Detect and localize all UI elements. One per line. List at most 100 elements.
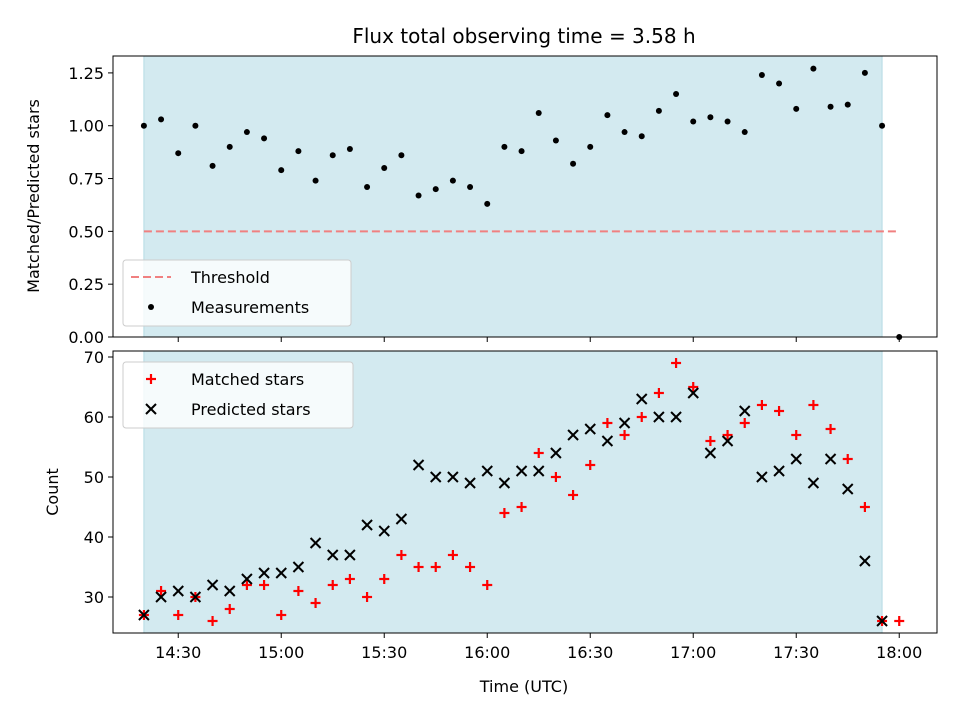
- y-axis-label-top: Matched/Predicted stars: [24, 99, 43, 293]
- predicted-star-point: [447, 471, 459, 483]
- x-tick-label: 16:30: [567, 643, 613, 662]
- matched-star-point: [156, 586, 167, 596]
- predicted-star-point: [327, 549, 339, 561]
- legend-predicted-swatch: [145, 403, 157, 415]
- matched-star-point: [499, 508, 510, 518]
- matched-star-point: [310, 598, 321, 608]
- matched-star-point: [207, 616, 218, 626]
- predicted-star-point: [138, 609, 150, 621]
- measurement-point: [175, 150, 182, 157]
- measurement-point: [449, 177, 456, 184]
- y-tick-label: 1.25: [68, 64, 104, 83]
- measurement-point: [776, 80, 783, 87]
- chart-title: Flux total observing time = 3.58 h: [352, 24, 695, 48]
- matched-star-point: [224, 604, 235, 614]
- x-tick-label: 17:30: [773, 643, 819, 662]
- matched-star-point: [705, 436, 716, 446]
- matched-star-point: [859, 502, 870, 512]
- axes-frame: [112, 55, 938, 338]
- measurement-point: [295, 148, 302, 155]
- measurement-point: [741, 129, 748, 136]
- predicted-star-point: [550, 447, 562, 459]
- measurement-point: [879, 122, 886, 129]
- legend-box: [122, 361, 354, 429]
- matched-star-point: [739, 418, 750, 428]
- predicted-star-point: [739, 405, 751, 417]
- measurement-point: [209, 162, 216, 169]
- predicted-star-point: [412, 459, 425, 471]
- measurement-point: [415, 192, 422, 199]
- measurement-point: [432, 186, 439, 193]
- y-tick-label: 0.75: [68, 170, 104, 189]
- legend-threshold-label: Threshold: [190, 268, 270, 287]
- y-tick-label: 70: [84, 348, 104, 367]
- legend-measurements-label: Measurements: [191, 298, 309, 317]
- y-axis-label-bottom: Count: [43, 468, 62, 516]
- matched-star-point: [362, 592, 373, 602]
- predicted-star-point: [241, 573, 253, 585]
- predicted-star-point: [773, 465, 785, 477]
- predicted-star-point: [876, 615, 888, 627]
- x-tick-label: 15:30: [361, 643, 407, 662]
- measurement-point: [329, 152, 336, 159]
- y-tick-label: 0.50: [68, 222, 104, 241]
- matched-star-point: [379, 574, 390, 584]
- legend-predicted-label: Predicted stars: [191, 400, 311, 419]
- x-tick-label: 15:00: [258, 643, 304, 662]
- x-tick-label: 17:00: [670, 643, 716, 662]
- measurement-point: [690, 118, 697, 125]
- predicted-star-point: [395, 513, 408, 525]
- measurement-point: [501, 143, 508, 150]
- predicted-star-point: [275, 567, 287, 579]
- matched-star-point: [825, 424, 836, 434]
- measurement-point: [707, 114, 714, 121]
- measurement-point: [570, 160, 577, 167]
- matched-star-point: [585, 460, 596, 470]
- legend-box: [122, 259, 352, 327]
- matched-star-point: [808, 400, 819, 410]
- predicted-star-point: [224, 585, 236, 597]
- predicted-star-point: [859, 555, 871, 567]
- matched-star-point: [774, 406, 785, 416]
- predicted-star-point: [533, 465, 545, 477]
- matched-star-point: [636, 412, 647, 422]
- matched-star-point: [413, 562, 424, 572]
- matched-star-point: [447, 550, 458, 560]
- y-tick-label: 30: [84, 588, 104, 607]
- measurement-point: [724, 118, 731, 125]
- measurement-point: [398, 152, 405, 159]
- legend-matched-swatch: [146, 374, 156, 384]
- predicted-star-point: [756, 471, 768, 483]
- matched-star-point: [430, 562, 441, 572]
- predicted-star-point: [378, 525, 390, 537]
- predicted-star-point: [584, 423, 596, 435]
- predicted-star-point: [807, 477, 820, 489]
- predicted-star-point: [206, 579, 219, 591]
- matched-star-point: [533, 448, 544, 458]
- predicted-star-point: [309, 537, 322, 549]
- measurement-point: [621, 129, 628, 136]
- legend-matched-label: Matched stars: [191, 370, 304, 389]
- matched-star-point: [568, 490, 579, 500]
- predicted-star-point: [189, 591, 202, 603]
- x-tick-label: 16:00: [464, 643, 510, 662]
- matched-star-point: [516, 502, 527, 512]
- predicted-star-point: [430, 471, 442, 483]
- measurement-point: [364, 183, 371, 190]
- matched-star-point: [396, 550, 407, 560]
- matched-star-point: [276, 610, 287, 620]
- x-axis-label: Time (UTC): [479, 677, 568, 696]
- measurement-point: [467, 183, 474, 190]
- measurement-point: [243, 129, 250, 136]
- measurement-point: [381, 164, 388, 171]
- x-tick-label: 14:30: [155, 643, 201, 662]
- measurement-point: [827, 103, 834, 110]
- matched-star-point: [241, 580, 252, 590]
- top-panel: 0.00 0.25 0.50 0.75 1.00 1.25 Threshold Measure…: [68, 55, 938, 347]
- measurement-point: [140, 122, 147, 129]
- matched-star-point: [842, 454, 853, 464]
- predicted-star-point: [687, 387, 699, 399]
- predicted-star-point: [618, 417, 631, 429]
- predicted-star-point: [704, 447, 717, 459]
- predicted-star-point: [636, 393, 648, 405]
